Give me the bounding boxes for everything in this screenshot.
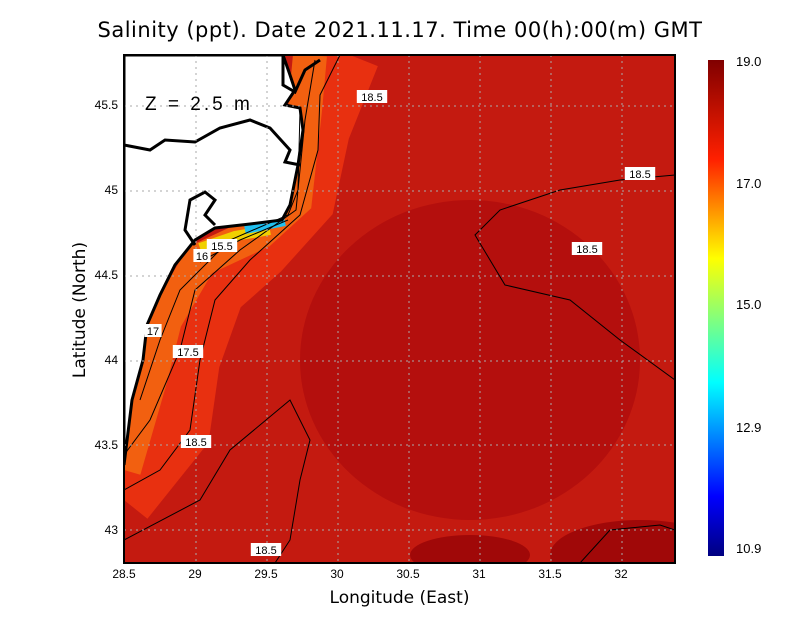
contour-lines xyxy=(124,55,675,563)
y-tick-label: 45.5 xyxy=(94,98,118,112)
contour-label: 18.5 xyxy=(361,92,382,104)
x-tick-label: 29.5 xyxy=(254,567,278,581)
contour-label-bg xyxy=(193,249,211,262)
inland-border xyxy=(124,118,301,167)
figure-title: Salinity (ppt). Date 2021.11.17. Time 00… xyxy=(97,18,703,42)
contour-17.5 xyxy=(124,59,316,456)
contour-label: 17 xyxy=(147,326,159,338)
coastal-band-cyan xyxy=(244,218,286,234)
y-tick-label: 43 xyxy=(104,523,118,537)
x-tick-label: 30 xyxy=(330,567,344,581)
colorbar-tick-label: 17.0 xyxy=(736,176,762,191)
contour-16 xyxy=(199,219,289,263)
colorbar-tick-label: 15.0 xyxy=(736,297,762,312)
contour-label-bg xyxy=(624,167,656,180)
x-tick-label: 31.5 xyxy=(538,567,562,581)
high-salinity-s xyxy=(410,535,530,563)
contour-label-bg xyxy=(144,324,162,337)
high-salinity-core xyxy=(300,200,640,520)
grid-lines xyxy=(124,55,675,563)
y-tick-label: 43.5 xyxy=(94,438,118,452)
x-tick-label: 28.5 xyxy=(112,567,136,581)
plot-frame xyxy=(123,54,676,564)
colorbar xyxy=(708,60,724,556)
contour-18.5-south xyxy=(124,399,311,563)
contour-label-bg xyxy=(206,239,238,252)
x-tick-label: 31 xyxy=(472,567,486,581)
contour-label: 17.5 xyxy=(177,347,198,359)
y-tick-label: 44 xyxy=(104,353,118,367)
contour-label: 16 xyxy=(196,251,208,263)
x-tick-label: 32 xyxy=(614,567,628,581)
contour-18.5-se xyxy=(579,524,675,563)
inland-border xyxy=(183,190,218,246)
contour-18.5-north xyxy=(124,55,341,491)
contour-label: 18.5 xyxy=(255,545,276,557)
x-tick-label: 29 xyxy=(188,567,202,581)
contour-label-bg xyxy=(180,435,212,448)
contour-labels: 18.5 18.5 18.5 18.5 18.5 15.516 17 17.5 xyxy=(144,90,656,557)
contour-label-bg xyxy=(571,242,603,255)
contour-18.5-east xyxy=(474,174,675,381)
contour-label: 18.5 xyxy=(576,244,597,256)
contour-label: 18.5 xyxy=(185,437,206,449)
colorbar-tick-label: 19.0 xyxy=(736,54,762,69)
colorbar-tick-label: 10.9 xyxy=(736,541,762,556)
contour-label-bg xyxy=(356,90,388,103)
inland-border xyxy=(281,55,321,95)
high-salinity-se xyxy=(550,520,675,563)
colorbar-tick-label: 12.9 xyxy=(736,420,762,435)
y-axis-label: Latitude (North) xyxy=(70,241,90,379)
contour-label-bg xyxy=(172,345,204,358)
depth-label: Z = 2.5 m xyxy=(145,94,253,115)
contour-label-bg xyxy=(250,543,282,556)
y-tick-label: 44.5 xyxy=(94,268,118,282)
x-axis-label: Longitude (East) xyxy=(329,588,470,608)
contour-label: 15.5 xyxy=(211,241,232,253)
contour-label: 18.5 xyxy=(629,169,650,181)
x-tick-label: 30.5 xyxy=(396,567,420,581)
y-tick-label: 45 xyxy=(104,183,118,197)
